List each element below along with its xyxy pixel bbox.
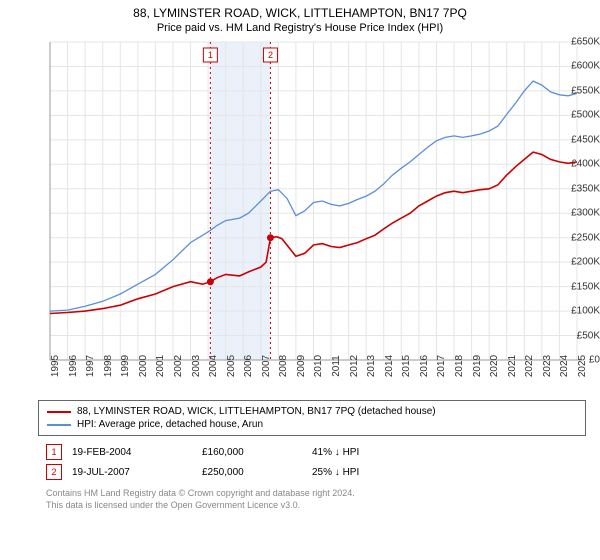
x-tick-label: 2009 bbox=[296, 355, 307, 377]
x-tick-label: 1998 bbox=[103, 355, 114, 377]
x-tick-label: 2014 bbox=[384, 355, 395, 377]
x-tick-label: 2010 bbox=[313, 355, 324, 377]
event-price: £250,000 bbox=[202, 467, 302, 478]
y-tick-label: £450K bbox=[556, 134, 600, 145]
x-tick-label: 2003 bbox=[191, 355, 202, 377]
x-tick-label: 2002 bbox=[173, 355, 184, 377]
x-tick-label: 1997 bbox=[85, 355, 96, 377]
legend-item: HPI: Average price, detached house, Arun bbox=[47, 418, 577, 431]
x-tick-label: 2004 bbox=[208, 355, 219, 377]
x-tick-label: 2022 bbox=[524, 355, 535, 377]
x-tick-label: 2015 bbox=[401, 355, 412, 377]
footer-line: Contains HM Land Registry data © Crown c… bbox=[38, 486, 586, 498]
event-date: 19-JUL-2007 bbox=[72, 467, 192, 478]
x-tick-label: 2001 bbox=[155, 355, 166, 377]
x-tick-label: 2016 bbox=[419, 355, 430, 377]
x-tick-label: 2000 bbox=[138, 355, 149, 377]
event-marker: 2 bbox=[46, 464, 62, 480]
x-tick-label: 2006 bbox=[243, 355, 254, 377]
legend: 88, LYMINSTER ROAD, WICK, LITTLEHAMPTON,… bbox=[38, 400, 586, 436]
x-tick-label: 2024 bbox=[559, 355, 570, 377]
sale-event-row: 1 19-FEB-2004 £160,000 41% ↓ HPI bbox=[38, 442, 586, 462]
chart-area: 12£0£50K£100K£150K£200K£250K£300K£350K£4… bbox=[0, 0, 600, 402]
x-tick-label: 1995 bbox=[50, 355, 61, 377]
y-tick-label: £550K bbox=[556, 85, 600, 96]
x-tick-label: 2013 bbox=[366, 355, 377, 377]
x-tick-label: 2021 bbox=[507, 355, 518, 377]
x-tick-label: 2012 bbox=[349, 355, 360, 377]
svg-text:1: 1 bbox=[208, 50, 213, 60]
legend-item: 88, LYMINSTER ROAD, WICK, LITTLEHAMPTON,… bbox=[47, 405, 577, 418]
svg-text:2: 2 bbox=[268, 50, 273, 60]
y-tick-label: £50K bbox=[556, 330, 600, 341]
x-tick-label: 2018 bbox=[454, 355, 465, 377]
event-date: 19-FEB-2004 bbox=[72, 447, 192, 458]
event-list: 1 19-FEB-2004 £160,000 41% ↓ HPI 2 19-JU… bbox=[38, 442, 586, 482]
y-tick-label: £650K bbox=[556, 37, 600, 48]
y-tick-label: £300K bbox=[556, 208, 600, 219]
event-delta: 41% ↓ HPI bbox=[312, 447, 359, 458]
footer: Contains HM Land Registry data © Crown c… bbox=[38, 486, 586, 510]
x-tick-label: 2017 bbox=[436, 355, 447, 377]
x-tick-label: 2011 bbox=[331, 355, 342, 377]
y-tick-label: £500K bbox=[556, 110, 600, 121]
y-tick-label: £600K bbox=[556, 61, 600, 72]
x-tick-label: 2005 bbox=[226, 355, 237, 377]
y-tick-label: £400K bbox=[556, 159, 600, 170]
y-tick-label: £150K bbox=[556, 281, 600, 292]
event-delta: 25% ↓ HPI bbox=[312, 467, 359, 478]
x-tick-label: 2019 bbox=[472, 355, 483, 377]
y-tick-label: £100K bbox=[556, 306, 600, 317]
event-marker: 1 bbox=[46, 444, 62, 460]
x-tick-label: 1996 bbox=[68, 355, 79, 377]
x-tick-label: 2023 bbox=[542, 355, 553, 377]
x-tick-label: 1999 bbox=[120, 355, 131, 377]
x-tick-label: 2025 bbox=[577, 355, 588, 377]
legend-label: HPI: Average price, detached house, Arun bbox=[77, 419, 263, 430]
footer-line: This data is licensed under the Open Gov… bbox=[38, 498, 586, 510]
x-tick-label: 2008 bbox=[278, 355, 289, 377]
legend-label: 88, LYMINSTER ROAD, WICK, LITTLEHAMPTON,… bbox=[77, 406, 436, 417]
x-tick-label: 2020 bbox=[489, 355, 500, 377]
event-price: £160,000 bbox=[202, 447, 302, 458]
y-tick-label: £200K bbox=[556, 257, 600, 268]
x-tick-label: 2007 bbox=[261, 355, 272, 377]
sale-event-row: 2 19-JUL-2007 £250,000 25% ↓ HPI bbox=[38, 462, 586, 482]
y-tick-label: £250K bbox=[556, 232, 600, 243]
y-tick-label: £350K bbox=[556, 183, 600, 194]
